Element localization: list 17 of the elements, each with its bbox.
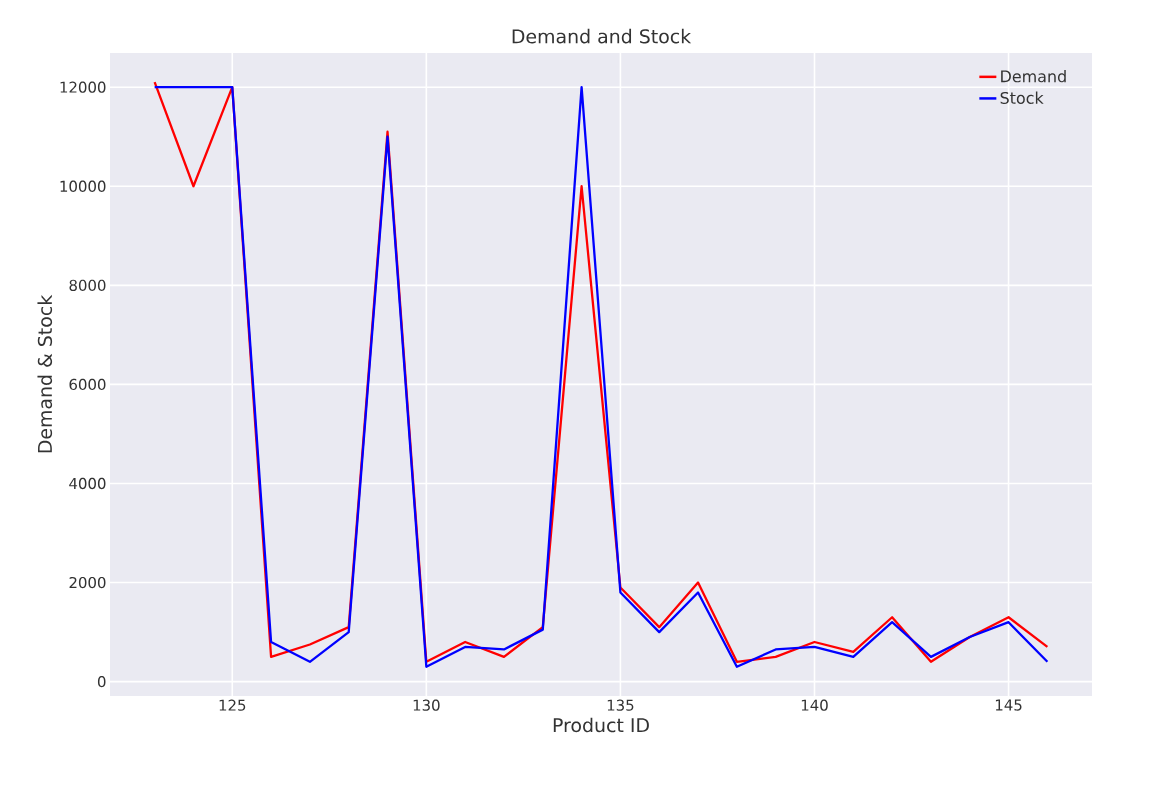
y-tick-label: 10000	[60, 180, 106, 192]
x-tick-label: 130	[413, 699, 440, 711]
legend-label: Stock	[1000, 91, 1044, 104]
y-tick-label: 12000	[60, 81, 106, 93]
y-tick-label: 4000	[69, 477, 106, 490]
x-axis-title: Product ID	[553, 717, 649, 733]
y-tick-label: 6000	[69, 378, 106, 391]
legend-label: Demand	[1001, 70, 1066, 83]
y-tick-label: 2000	[69, 576, 106, 589]
x-tick-label: 140	[801, 699, 828, 711]
x-tick-label: 125	[219, 699, 246, 711]
y-tick-label: 0	[97, 675, 106, 688]
x-tick-label: 145	[995, 699, 1022, 711]
chart-title: Demand and Stock	[512, 28, 692, 44]
y-tick-label: 8000	[69, 279, 106, 291]
y-axis-title: Demand & Stock	[37, 294, 53, 453]
x-tick-label: 135	[607, 699, 634, 711]
